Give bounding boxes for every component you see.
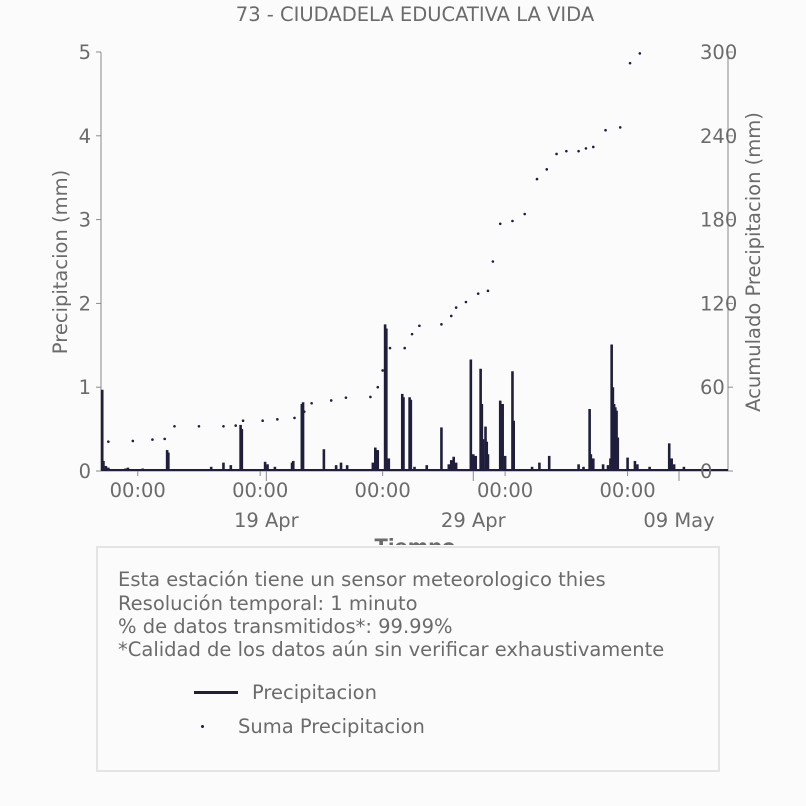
note-sensor: Esta estación tiene un sensor meteorolog… [118, 568, 606, 591]
note-resolution: Resolución temporal: 1 minuto [118, 592, 418, 615]
cumulative-point [369, 395, 372, 399]
x-major-tick-label: 29 Apr [441, 509, 507, 532]
y-left-tick-label: 0 [79, 460, 91, 483]
x-major-tick-label: 19 Apr [234, 509, 300, 532]
cumulative-point [535, 177, 539, 181]
cumulative-point [107, 440, 110, 443]
cumulative-point [511, 219, 514, 223]
cumulative-point [486, 289, 490, 293]
cumulative-point [418, 324, 421, 328]
cumulative-point [584, 147, 588, 150]
legend-line-swatch [194, 691, 238, 694]
cumulative-point [310, 401, 313, 405]
cumulative-point [163, 437, 166, 441]
rain-chart: 0 1 2 3 4 5 0 60 120 180 240 300 00:00 00:00 00:00 00:0… [49, 3, 765, 545]
y-left-tick-label: 2 [79, 292, 91, 315]
cumulative-point [302, 410, 306, 413]
cumulative-point [261, 419, 264, 423]
y-right-tick-label: 240 [700, 125, 737, 148]
legend-dot-swatch [201, 725, 204, 728]
cumulative-point [454, 306, 458, 309]
x-axis-label: Tiempo [375, 535, 456, 545]
cumulative-point [234, 424, 238, 427]
cumulative-point [151, 438, 154, 441]
cumulative-point [591, 145, 595, 149]
cumulative-point [604, 128, 607, 132]
note-quality: *Calidad de los datos aún sin verificar … [118, 638, 665, 661]
y-right-tick-label: 0 [700, 460, 712, 483]
note-data-transmitted: % de datos transmitidos*: 99.99% [118, 615, 453, 638]
y-axis-right-label: Acumulado Precipitacion (mm) [742, 112, 765, 412]
x-minor-tick-label: 00:00 [110, 479, 166, 502]
legend-box: Esta estación tiene un sensor meteorolog… [96, 546, 720, 772]
x-major-tick-label: 09 May [643, 509, 714, 532]
y-right-tick-label: 180 [700, 209, 737, 232]
cumulative-point [440, 323, 443, 326]
cumulative-point [293, 416, 296, 420]
cumulative-point [388, 346, 392, 350]
y-right-tick-label: 300 [700, 41, 737, 64]
cumulative-point [344, 396, 348, 399]
chart-title: 73 - CIUDADELA EDUCATIVA LA VIDA [236, 3, 595, 26]
cumulative-point [498, 222, 502, 226]
cumulative-point [276, 418, 279, 421]
cumulative-point [376, 385, 380, 389]
y-axis-left-label: Precipitacion (mm) [49, 170, 72, 354]
legend-label-precipitacion: Precipitacion [252, 681, 377, 704]
cumulative-point [638, 52, 642, 55]
cumulative-point [449, 314, 453, 318]
cumulative-point [545, 168, 549, 171]
cumulative-point [618, 126, 622, 129]
cumulative-point [577, 149, 580, 153]
y-left-tick-label: 4 [79, 125, 91, 148]
cumulative-point [464, 300, 468, 304]
x-minor-tick-label: 00:00 [477, 479, 533, 502]
y-right-tick-label: 120 [700, 292, 737, 315]
y-left-tick-label: 1 [79, 376, 91, 399]
cumulative-point [628, 61, 632, 65]
cumulative-point [476, 292, 480, 295]
cumulative-point [403, 346, 407, 350]
y-left-tick-label: 5 [79, 41, 91, 64]
x-minor-tick-label: 00:00 [355, 479, 411, 502]
cumulative-point [491, 260, 495, 263]
cumulative-point [565, 149, 568, 153]
cumulative-point [410, 332, 414, 336]
legend-label-suma-precipitacion: Suma Precipitacion [238, 715, 425, 738]
cumulative-point [197, 425, 201, 428]
cumulative-point [381, 369, 384, 372]
cumulative-point [329, 399, 333, 402]
y-right-tick-label: 60 [700, 376, 725, 399]
cumulative-point [222, 425, 225, 428]
x-minor-tick-label: 00:00 [232, 479, 288, 502]
cumulative-point [241, 419, 245, 423]
cumulative-point [523, 212, 527, 216]
cumulative-point [173, 425, 176, 428]
x-minor-tick-label: 00:00 [599, 479, 655, 502]
y-left-tick-label: 3 [79, 209, 91, 232]
cumulative-point [555, 152, 558, 156]
cumulative-point [131, 439, 135, 443]
